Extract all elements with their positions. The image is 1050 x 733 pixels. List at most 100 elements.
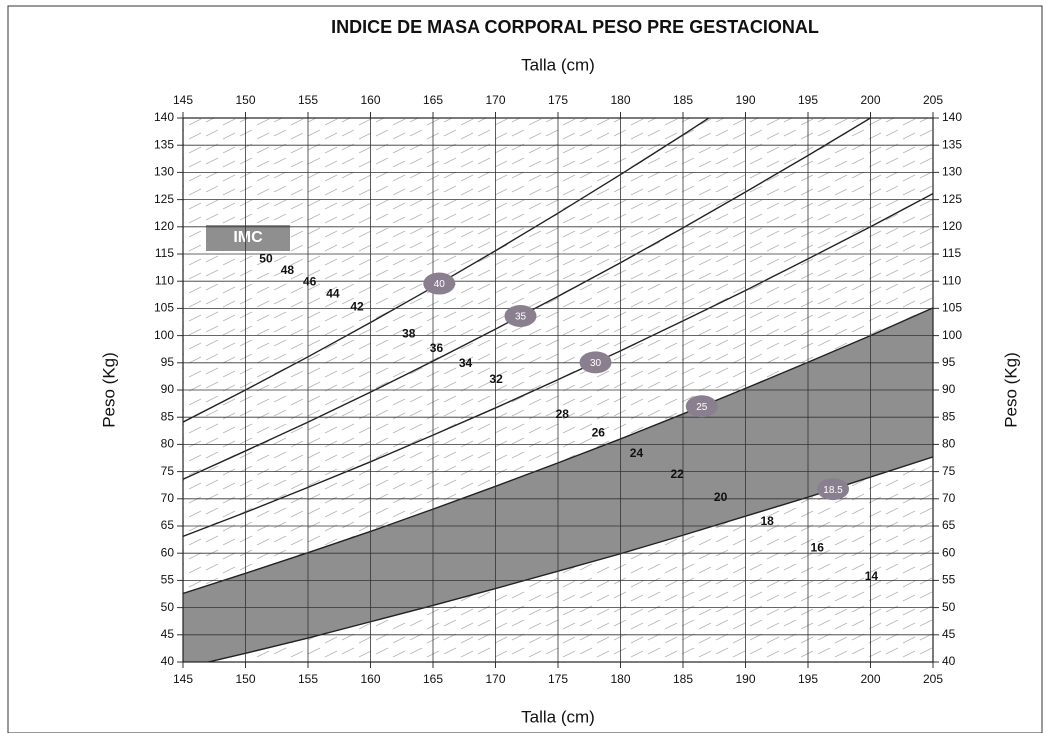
bmi-label: 46 xyxy=(303,274,317,288)
y-tick-label: 65 xyxy=(161,518,175,532)
x-tick-label: 170 xyxy=(485,93,505,107)
x-tick-label: 170 xyxy=(485,672,505,686)
bmi-label: 22 xyxy=(670,467,684,481)
y-tick-label: 65 xyxy=(942,518,956,532)
y-tick-label: 105 xyxy=(942,301,962,315)
x-tick-label: 165 xyxy=(423,93,443,107)
y-tick-label: 110 xyxy=(942,273,961,287)
curve-badge xyxy=(685,395,718,418)
x-tick-label: 185 xyxy=(673,93,693,107)
legend-title: IMC xyxy=(233,229,263,246)
x-tick-label: 200 xyxy=(860,93,880,107)
bmi-label: 20 xyxy=(714,490,728,504)
legend-box xyxy=(206,225,290,251)
curve-label: 40 xyxy=(434,279,446,290)
x-tick-label: 155 xyxy=(298,672,318,686)
chart-title: INDICE DE MASA CORPORAL PESO PRE GESTACI… xyxy=(331,17,819,37)
x-tick-label: 205 xyxy=(923,93,943,107)
y-tick-label: 85 xyxy=(161,409,175,423)
x-tick-label: 145 xyxy=(173,93,193,107)
bmi-label: 48 xyxy=(281,263,295,277)
x-tick-label: 155 xyxy=(298,93,318,107)
bmi-label: 24 xyxy=(630,446,644,460)
y-tick-label: 140 xyxy=(154,110,174,124)
y-tick-label: 100 xyxy=(154,328,174,342)
y-tick-label: 125 xyxy=(942,192,962,206)
x-tick-label: 190 xyxy=(735,672,755,686)
y-tick-label: 60 xyxy=(942,545,956,559)
curve-badge xyxy=(423,272,456,295)
x-tick-label: 160 xyxy=(360,672,380,686)
y-tick-label: 110 xyxy=(155,273,174,287)
y-tick-label: 55 xyxy=(161,573,175,587)
bmi-label: 50 xyxy=(259,252,273,266)
bmi-label: 16 xyxy=(811,540,825,554)
curve-label: 35 xyxy=(515,312,527,323)
y-tick-label: 75 xyxy=(161,464,175,478)
y-tick-label: 40 xyxy=(161,654,175,668)
plot-border xyxy=(182,117,934,663)
bmi-label: 44 xyxy=(326,287,340,301)
curve-label: 30 xyxy=(590,358,602,369)
curve-badge xyxy=(579,351,612,374)
x-tick-label: 165 xyxy=(423,672,443,686)
x-tick-label: 175 xyxy=(548,672,568,686)
y-tick-label: 130 xyxy=(154,165,174,179)
y-tick-label: 75 xyxy=(942,464,956,478)
x-tick-label: 200 xyxy=(860,672,880,686)
bmi-label: 36 xyxy=(430,341,444,355)
y-tick-label: 120 xyxy=(942,219,962,233)
x-tick-label: 185 xyxy=(673,672,693,686)
frame xyxy=(7,5,1043,733)
y-tick-label: 40 xyxy=(942,654,956,668)
x-tick-label: 150 xyxy=(235,672,255,686)
y-tick-label: 70 xyxy=(942,491,956,505)
y-tick-label: 140 xyxy=(942,110,962,124)
y-tick-label: 50 xyxy=(942,600,956,614)
y-tick-label: 135 xyxy=(154,137,174,151)
x-tick-label: 160 xyxy=(360,93,380,107)
y-tick-label: 120 xyxy=(154,219,174,233)
x-axis-title: Talla (cm) xyxy=(521,707,595,726)
y-tick-label: 85 xyxy=(942,409,956,423)
y-tick-label: 100 xyxy=(942,328,962,342)
y-tick-label: 105 xyxy=(154,301,174,315)
x-tick-label: 195 xyxy=(798,93,818,107)
x-tick-label: 205 xyxy=(923,672,943,686)
y-tick-label: 80 xyxy=(942,437,956,451)
y-tick-label: 45 xyxy=(161,627,175,641)
x-tick-label: 180 xyxy=(610,672,630,686)
bmi-label: 34 xyxy=(459,356,473,370)
bmi-label: 38 xyxy=(402,326,416,340)
y-tick-label: 115 xyxy=(155,246,174,260)
x-tick-label: 150 xyxy=(235,93,255,107)
bmi-label: 18 xyxy=(760,514,774,528)
curve-badge xyxy=(817,478,849,501)
y-axis-title: Peso (Kg) xyxy=(99,352,118,428)
y-tick-label: 50 xyxy=(161,600,175,614)
y-tick-label: 130 xyxy=(942,165,962,179)
x-tick-label: 190 xyxy=(735,93,755,107)
y-tick-label: 55 xyxy=(942,573,956,587)
bmi-label: 42 xyxy=(350,299,364,313)
y-tick-label: 95 xyxy=(942,355,956,369)
y-axis-title-right: Peso (Kg) xyxy=(1001,352,1020,428)
x-tick-label: 180 xyxy=(610,93,630,107)
curve-label: 25 xyxy=(696,402,708,413)
x-tick-label: 145 xyxy=(173,672,193,686)
y-tick-label: 90 xyxy=(161,382,175,396)
y-tick-label: 80 xyxy=(161,437,175,451)
bmi-label: 28 xyxy=(556,407,570,421)
bmi-label: 26 xyxy=(592,426,606,440)
x-tick-label: 175 xyxy=(548,93,568,107)
y-tick-label: 135 xyxy=(942,137,962,151)
y-tick-label: 60 xyxy=(161,545,175,559)
y-tick-label: 125 xyxy=(154,192,174,206)
x-tick-label: 195 xyxy=(798,672,818,686)
curve-badge xyxy=(504,305,537,328)
y-tick-label: 115 xyxy=(942,246,961,260)
y-tick-label: 95 xyxy=(161,355,175,369)
y-tick-label: 70 xyxy=(161,491,175,505)
y-tick-label: 90 xyxy=(942,382,956,396)
